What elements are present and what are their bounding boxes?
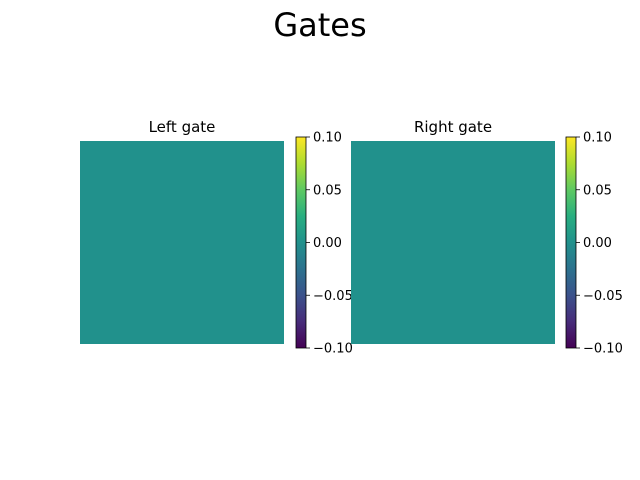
left-gate-title: Left gate bbox=[149, 118, 216, 136]
colorbar-tick-label: 0.10 bbox=[583, 131, 612, 146]
colorbar-tick-label: −0.05 bbox=[583, 289, 623, 304]
right-gate-colorbar: 0.10 0.05 0.00 −0.05 −0.10 bbox=[565, 131, 623, 357]
colorbar-tick-label: −0.05 bbox=[313, 289, 353, 304]
colorbar-tick-label: 0.05 bbox=[313, 183, 342, 198]
colorbar-tick-label: 0.10 bbox=[313, 131, 342, 146]
colorbar-tick-label: 0.05 bbox=[583, 183, 612, 198]
left-gate-colorbar-ticks: 0.10 0.05 0.00 −0.05 −0.10 bbox=[306, 131, 353, 357]
right-gate-colorbar-ticks: 0.10 0.05 0.00 −0.05 −0.10 bbox=[576, 131, 623, 357]
left-gate-colorbar: 0.10 0.05 0.00 −0.05 −0.10 bbox=[295, 131, 353, 357]
colorbar-tick-label: 0.00 bbox=[583, 236, 612, 251]
left-gate-heatmap-cell bbox=[80, 141, 284, 344]
right-gate-colorbar-gradient bbox=[566, 137, 576, 348]
right-gate-title: Right gate bbox=[414, 118, 492, 136]
colorbar-tick-label: 0.00 bbox=[313, 236, 342, 251]
colorbar-tick-label: −0.10 bbox=[583, 342, 623, 357]
right-gate-panel: Right gate 0.10 0.05 0.00 −0.05 −0.10 bbox=[351, 118, 623, 357]
figure-title: Gates bbox=[273, 6, 366, 44]
left-gate-panel: Left gate 0.10 0.05 0.00 −0.05 −0.10 bbox=[80, 118, 353, 357]
right-gate-heatmap-cell bbox=[351, 141, 555, 344]
left-gate-colorbar-gradient bbox=[296, 137, 306, 348]
colorbar-tick-label: −0.10 bbox=[313, 342, 353, 357]
